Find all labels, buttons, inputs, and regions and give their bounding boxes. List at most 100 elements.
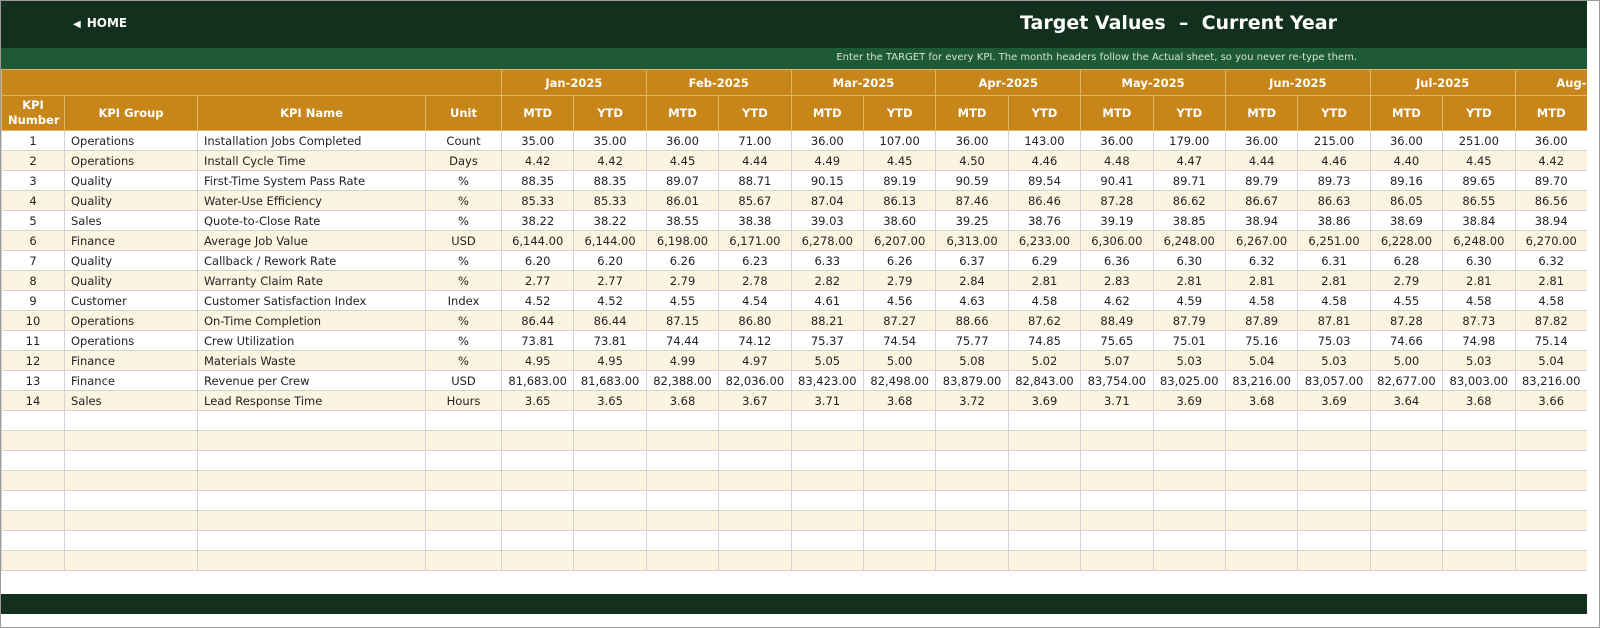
target-value: 4.42 xyxy=(573,150,647,171)
empty-cell xyxy=(197,510,426,531)
footer-bar xyxy=(1,594,1587,614)
kpi-unit: Days xyxy=(425,150,502,171)
empty-cell xyxy=(790,510,864,531)
kpi-row: 10 Operations On-Time Completion% 86.44 86.4… xyxy=(1,310,1587,331)
kpi-row: 14 Sales Lead Response Time Hours 3.65 3.65 3.… xyxy=(1,390,1587,411)
target-value: 2.79 xyxy=(645,270,720,291)
empty-cell xyxy=(1369,430,1444,451)
period-header: MTD xyxy=(1514,95,1587,131)
empty-cell xyxy=(718,530,792,551)
target-value: 86.63 xyxy=(1297,190,1371,211)
target-value: 4.46 xyxy=(1297,150,1371,171)
target-value: 89.73 xyxy=(1297,170,1371,191)
title-bar: ◀ HOME Target Values – Current Year xyxy=(1,1,1587,48)
home-button[interactable]: ◀ HOME xyxy=(73,16,128,30)
target-value: 4.44 xyxy=(1224,150,1299,171)
empty-cell xyxy=(1007,410,1082,431)
target-value: 4.45 xyxy=(862,150,937,171)
empty-cell xyxy=(1080,530,1154,551)
target-value: 75.01 xyxy=(1152,330,1226,351)
empty-cell xyxy=(1,490,65,511)
target-value: 87.82 xyxy=(1514,310,1587,331)
target-value: 87.89 xyxy=(1224,310,1299,331)
kpi-unit: % xyxy=(425,170,502,191)
target-value: 5.04 xyxy=(1514,350,1587,371)
target-value: 73.81 xyxy=(500,330,575,351)
target-value: 85.67 xyxy=(718,190,792,211)
target-value: 5.07 xyxy=(1080,350,1154,371)
empty-cell xyxy=(1297,530,1371,551)
empty-row xyxy=(1,530,1587,551)
target-value: 5.03 xyxy=(1297,350,1371,371)
target-value: 2.81 xyxy=(1514,270,1587,291)
kpi-group: Quality xyxy=(64,270,198,291)
empty-cell xyxy=(645,510,720,531)
empty-cell xyxy=(718,410,792,431)
empty-cell xyxy=(1297,490,1371,511)
kpi-name: Lead Response Time xyxy=(197,390,426,411)
kpi-number: 1 xyxy=(1,130,65,151)
target-value: 83,003.00 xyxy=(1442,370,1516,391)
target-value: 4.56 xyxy=(862,290,937,311)
target-value: 4.97 xyxy=(718,350,792,371)
empty-cell xyxy=(790,410,864,431)
period-header: MTD xyxy=(645,95,720,131)
target-value: 83,423.00 xyxy=(790,370,864,391)
empty-cell xyxy=(1369,550,1444,571)
target-value: 4.49 xyxy=(790,150,864,171)
empty-cell xyxy=(1224,430,1299,451)
target-value: 87.81 xyxy=(1297,310,1371,331)
kpi-number: 2 xyxy=(1,150,65,171)
empty-cell xyxy=(862,510,937,531)
kpi-group: Quality xyxy=(64,190,198,211)
target-value: 36.00 xyxy=(1369,130,1444,151)
empty-cell xyxy=(1442,450,1516,471)
target-value: 83,216.00 xyxy=(1514,370,1587,391)
instruction-bar: Enter the TARGET for every KPI. The mont… xyxy=(1,48,1587,69)
empty-cell xyxy=(935,450,1009,471)
target-value: 90.59 xyxy=(935,170,1009,191)
target-value: 4.58 xyxy=(1442,290,1516,311)
target-value: 3.64 xyxy=(1369,390,1444,411)
kpi-unit: % xyxy=(425,350,502,371)
target-value: 90.41 xyxy=(1080,170,1154,191)
empty-cell xyxy=(64,510,198,531)
target-value: 75.03 xyxy=(1297,330,1371,351)
target-value: 6,270.00 xyxy=(1514,230,1587,251)
empty-cell xyxy=(1514,490,1587,511)
empty-cell xyxy=(1297,550,1371,571)
empty-cell xyxy=(500,450,575,471)
empty-cell xyxy=(1514,430,1587,451)
empty-cell xyxy=(1224,490,1299,511)
target-value: 6.31 xyxy=(1297,250,1371,271)
target-value: 2.78 xyxy=(718,270,792,291)
target-value: 85.33 xyxy=(500,190,575,211)
target-value: 4.58 xyxy=(1514,290,1587,311)
kpi-group: Operations xyxy=(64,310,198,331)
kpi-unit: % xyxy=(425,190,502,211)
target-value: 6.20 xyxy=(500,250,575,271)
target-value: 82,036.00 xyxy=(718,370,792,391)
column-header: KPI Group xyxy=(64,95,198,131)
kpi-group: Finance xyxy=(64,230,198,251)
target-value: 6,251.00 xyxy=(1297,230,1371,251)
kpi-number: 12 xyxy=(1,350,65,371)
kpi-row: 13 Finance Revenue per Crew USD 81,683.00 81,… xyxy=(1,370,1587,391)
empty-cell xyxy=(790,550,864,571)
empty-cell xyxy=(1224,450,1299,471)
empty-cell xyxy=(573,530,647,551)
target-value: 6,306.00 xyxy=(1080,230,1154,251)
kpi-name: On-Time Completion xyxy=(197,310,426,331)
column-header: Unit xyxy=(425,95,502,131)
target-value: 5.05 xyxy=(790,350,864,371)
period-header: YTD xyxy=(718,95,792,131)
empty-cell xyxy=(1007,450,1082,471)
empty-cell xyxy=(1,530,65,551)
target-value: 6.30 xyxy=(1152,250,1226,271)
empty-cell xyxy=(1152,550,1226,571)
target-value: 6.20 xyxy=(573,250,647,271)
period-header: MTD xyxy=(790,95,864,131)
target-value: 38.86 xyxy=(1297,210,1371,231)
period-header: MTD xyxy=(1224,95,1299,131)
